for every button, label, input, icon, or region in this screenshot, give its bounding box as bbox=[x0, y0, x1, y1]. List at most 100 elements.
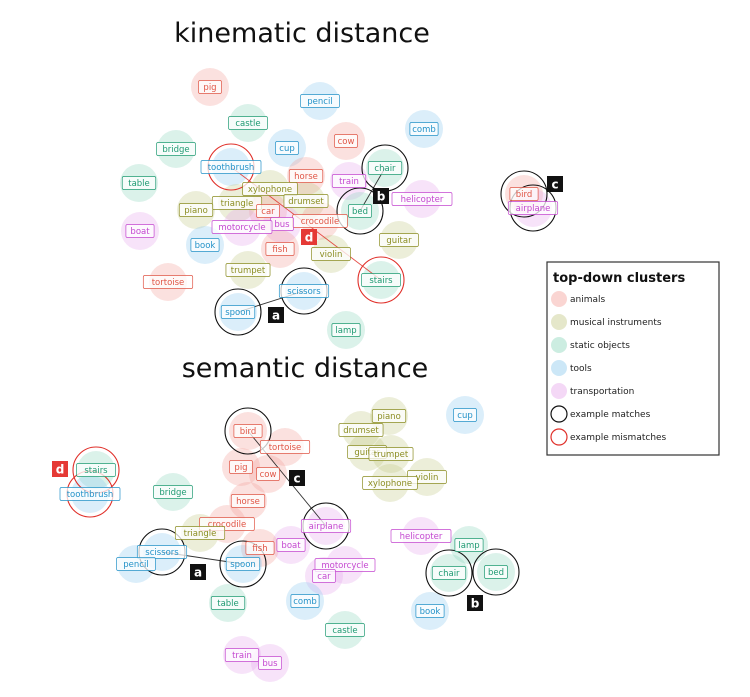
example-tag-box bbox=[52, 461, 68, 477]
word-label-drumset: drumset bbox=[338, 423, 384, 437]
word-label-box bbox=[453, 408, 477, 422]
word-label-box bbox=[509, 187, 539, 201]
match-ring-bird bbox=[500, 170, 548, 218]
word-label-text: car bbox=[317, 572, 331, 582]
legend-item-label: example mismatches bbox=[570, 433, 667, 443]
word-label-car: car bbox=[312, 569, 336, 583]
semantic-distance-panel: semantic distance piano cup bird tortoise dr… bbox=[52, 353, 520, 682]
legend-item-tools: tools bbox=[551, 360, 592, 376]
word-label-box bbox=[211, 220, 273, 234]
word-label-toothbrush: toothbrush bbox=[200, 160, 262, 174]
legend-item-label: tools bbox=[570, 364, 592, 374]
word-label-airplane: airplane bbox=[300, 519, 352, 533]
match-ring-spoon bbox=[219, 540, 267, 588]
word-label-boat: boat bbox=[125, 224, 155, 238]
word-label-text: pig bbox=[203, 83, 216, 93]
word-label-box bbox=[258, 656, 282, 670]
word-label-box bbox=[245, 541, 275, 555]
word-label-chair: chair bbox=[431, 566, 467, 580]
word-label-comb: comb bbox=[409, 122, 439, 136]
word-label-box bbox=[142, 275, 194, 289]
legend-color-swatch bbox=[551, 291, 567, 307]
word-label-box bbox=[121, 176, 157, 190]
word-label-tortoise: tortoise bbox=[259, 440, 311, 454]
example-tag-letter: d bbox=[56, 463, 65, 477]
example-tag-letter: a bbox=[194, 566, 202, 580]
word-label-box bbox=[371, 409, 407, 423]
example-tag-letter: d bbox=[305, 231, 314, 245]
legend-item-label: musical instruments bbox=[570, 318, 662, 328]
word-label-crocodile: crocodile bbox=[292, 214, 348, 228]
legend-color-swatch bbox=[551, 360, 567, 376]
word-label-text: guitar bbox=[386, 236, 412, 246]
word-label-box bbox=[300, 519, 352, 533]
word-label-scissors: scissors bbox=[278, 284, 330, 298]
word-label-car: car bbox=[256, 204, 280, 218]
word-label-text: pig bbox=[234, 463, 247, 473]
word-label-helicopter: helicopter bbox=[391, 192, 453, 206]
legend-ring-swatch bbox=[550, 428, 568, 446]
word-label-text: lamp bbox=[335, 326, 356, 336]
word-label-box bbox=[229, 460, 253, 474]
word-label-box bbox=[391, 192, 453, 206]
word-label-text: guitar bbox=[354, 448, 380, 458]
word-label-box bbox=[331, 174, 367, 188]
word-label-text: book bbox=[420, 607, 441, 617]
word-label-box bbox=[507, 201, 559, 215]
word-label-text: pencil bbox=[123, 560, 148, 570]
semantic-panel-title: semantic distance bbox=[182, 353, 429, 384]
word-label-box bbox=[224, 648, 260, 662]
word-label-text: chair bbox=[374, 164, 396, 174]
word-label-piano: piano bbox=[371, 409, 407, 423]
legend-box bbox=[546, 261, 720, 456]
example-tag-letter: b bbox=[471, 597, 480, 611]
match-ring-chair bbox=[425, 549, 473, 597]
word-label-box bbox=[415, 604, 445, 618]
legend-item-animals: animals bbox=[551, 291, 606, 307]
word-label-box bbox=[174, 526, 226, 540]
word-label-book: book bbox=[415, 604, 445, 618]
word-label-text: train bbox=[232, 651, 252, 661]
word-label-piano: piano bbox=[178, 203, 214, 217]
legend-color-swatch bbox=[551, 314, 567, 330]
example-tag-box bbox=[268, 307, 284, 323]
word-label-box bbox=[225, 263, 271, 277]
match-ring-spoon bbox=[214, 288, 262, 336]
word-label-text: tortoise bbox=[269, 443, 302, 453]
example-tag-letter: c bbox=[293, 472, 300, 486]
word-label-bird: bird bbox=[509, 187, 539, 201]
match-ring-bed bbox=[336, 187, 384, 235]
word-label-chair: chair bbox=[367, 161, 403, 175]
word-label-box bbox=[275, 141, 299, 155]
word-label-box bbox=[190, 238, 220, 252]
example-tag-letter: b bbox=[377, 190, 386, 204]
word-label-box bbox=[178, 203, 214, 217]
example-tag-a: a bbox=[268, 307, 284, 323]
legend-item-label: example matches bbox=[570, 410, 651, 420]
mismatch-ring-stairs bbox=[357, 256, 405, 304]
example-tag-box bbox=[301, 229, 317, 245]
word-label-box bbox=[361, 273, 401, 287]
word-label-text: xylophone bbox=[248, 185, 292, 195]
legend-title: top-down clusters bbox=[553, 271, 685, 286]
example-tag-d: d bbox=[52, 461, 68, 477]
word-label-text: table bbox=[217, 599, 239, 609]
kinematic-panel-title: kinematic distance bbox=[174, 18, 430, 49]
word-label-text: drumset bbox=[288, 197, 324, 207]
word-label-train: train bbox=[224, 648, 260, 662]
word-label-text: piano bbox=[184, 206, 208, 216]
word-label-guitar: guitar bbox=[379, 233, 419, 247]
word-label-table: table bbox=[121, 176, 157, 190]
word-label-box bbox=[331, 323, 361, 337]
word-label-bus: bus bbox=[258, 656, 282, 670]
legend-item-musical-instruments: musical instruments bbox=[551, 314, 662, 330]
word-label-box bbox=[265, 242, 295, 256]
word-label-box bbox=[256, 204, 280, 218]
legend-ring-swatch bbox=[550, 405, 568, 423]
word-label-box bbox=[283, 194, 329, 208]
word-label-text: comb bbox=[293, 597, 317, 607]
word-label-box bbox=[368, 447, 414, 461]
word-label-box bbox=[325, 623, 365, 637]
example-tag-letter: a bbox=[272, 309, 280, 323]
link-chair-bed bbox=[359, 167, 386, 212]
